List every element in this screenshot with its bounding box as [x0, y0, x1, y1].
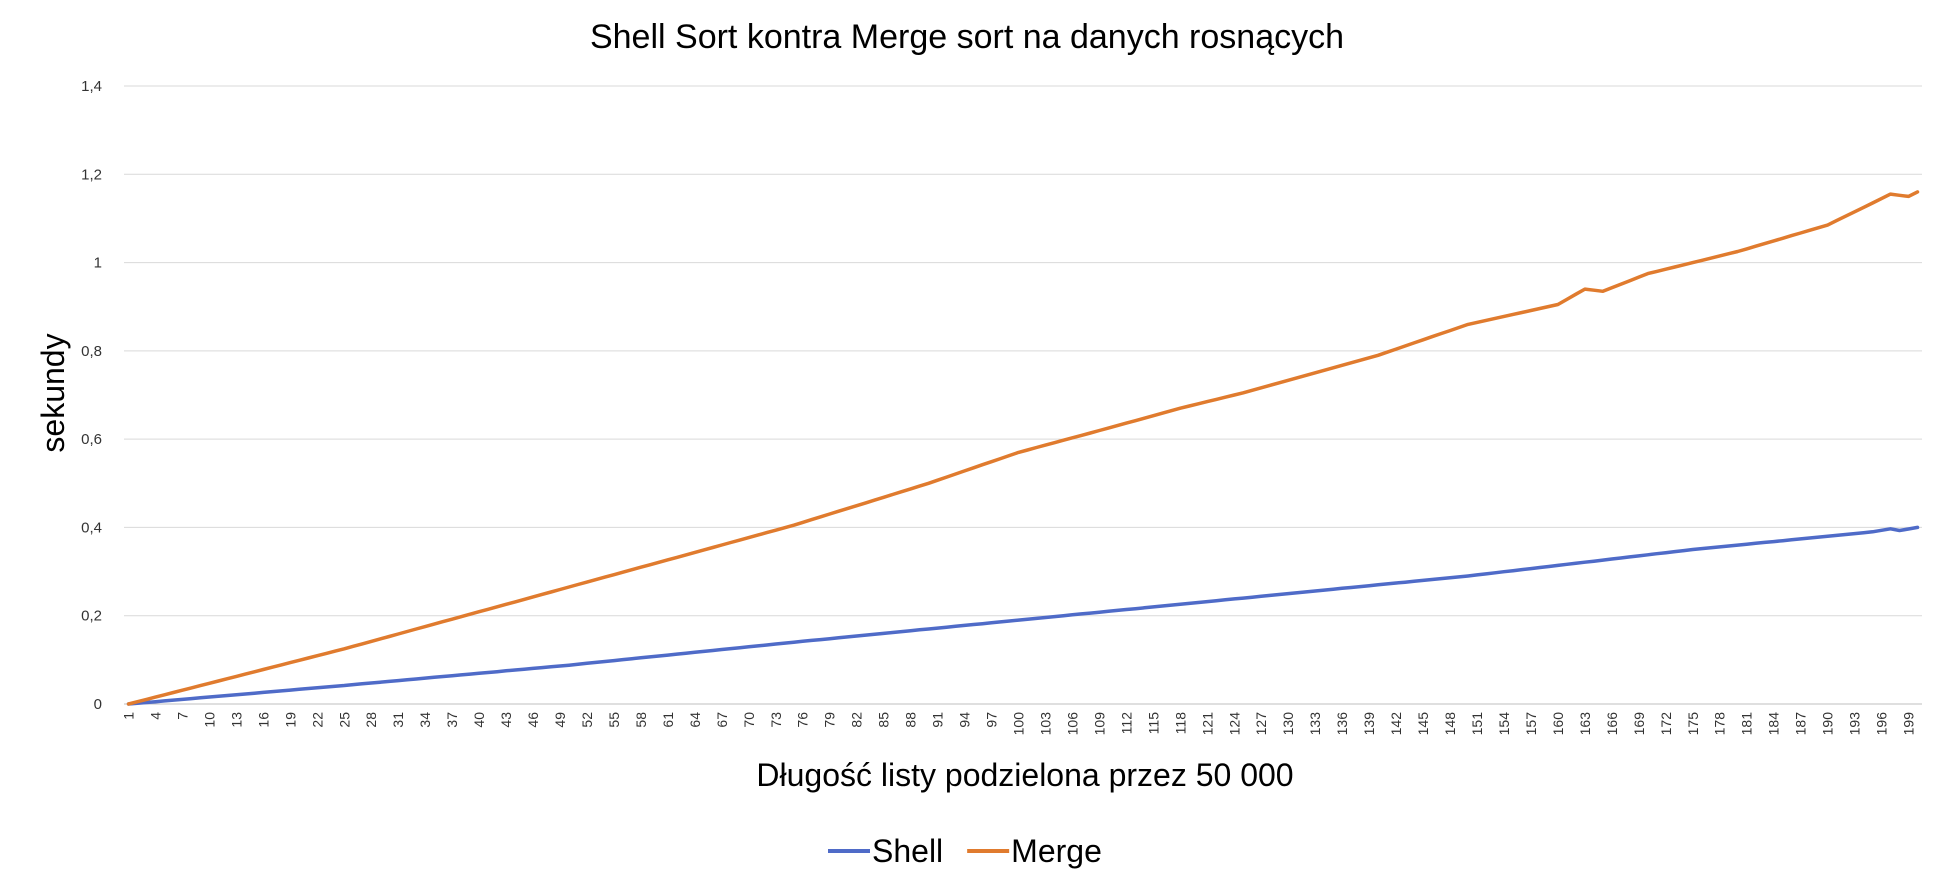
x-tick-label: 58	[633, 712, 649, 728]
x-tick-label: 4	[147, 712, 163, 720]
legend-label-shell: Shell	[872, 833, 943, 869]
x-tick-label: 157	[1523, 712, 1539, 736]
x-tick-label: 70	[741, 712, 757, 728]
x-tick-label: 28	[363, 712, 379, 728]
x-tick-label: 94	[957, 712, 973, 728]
x-tick-label: 169	[1631, 712, 1647, 736]
y-axis-ticks: 0 0,2 0,4 0,6 0,8 1 1,2 1,4	[81, 78, 102, 713]
x-tick-label: 175	[1685, 712, 1701, 736]
x-tick-label: 88	[903, 712, 919, 728]
x-tick-label: 37	[444, 712, 460, 728]
y-tick-label: 0,8	[81, 343, 102, 360]
x-tick-label: 148	[1442, 712, 1458, 736]
x-tick-label: 40	[471, 712, 487, 728]
x-tick-label: 139	[1361, 712, 1377, 736]
x-tick-label: 55	[606, 712, 622, 728]
x-tick-label: 46	[525, 712, 541, 728]
x-axis-ticks: 1 4 7 10 13 16 19 22 25 28 31 34 37 40 43 46 49 52 55 58 61 6…	[120, 712, 1916, 736]
x-tick-label: 85	[876, 712, 892, 728]
y-tick-label: 0,2	[81, 608, 102, 625]
x-tick-label: 145	[1415, 712, 1431, 736]
x-tick-label: 25	[336, 712, 352, 728]
legend: Shell Merge	[828, 833, 1102, 869]
x-tick-label: 187	[1793, 712, 1809, 736]
x-tick-label: 34	[417, 712, 433, 728]
x-tick-label: 103	[1037, 712, 1053, 736]
x-tick-label: 106	[1064, 712, 1080, 736]
y-tick-label: 0,4	[81, 519, 102, 536]
y-tick-label: 1,2	[81, 166, 102, 183]
x-tick-label: 43	[498, 712, 514, 728]
x-tick-label: 184	[1766, 712, 1782, 736]
series-line-shell	[126, 525, 1920, 706]
series-lines	[126, 190, 1920, 706]
x-tick-label: 172	[1658, 712, 1674, 736]
x-tick-label: 136	[1334, 712, 1350, 736]
x-tick-label: 67	[714, 712, 730, 728]
x-tick-label: 10	[201, 712, 217, 728]
gridlines	[124, 85, 1922, 705]
x-tick-label: 52	[579, 712, 595, 728]
x-tick-label: 154	[1496, 712, 1512, 736]
x-tick-label: 166	[1604, 712, 1620, 736]
x-tick-label: 124	[1226, 712, 1242, 736]
x-tick-label: 151	[1469, 712, 1485, 736]
x-tick-label: 1	[120, 712, 136, 720]
x-tick-label: 190	[1820, 712, 1836, 736]
x-tick-label: 97	[984, 712, 1000, 728]
legend-label-merge: Merge	[1011, 833, 1102, 869]
x-tick-label: 142	[1388, 712, 1404, 736]
x-tick-label: 118	[1172, 712, 1188, 735]
x-tick-label: 91	[930, 712, 946, 728]
x-tick-label: 13	[228, 712, 244, 728]
y-tick-label: 1,4	[81, 78, 102, 95]
x-tick-label: 61	[660, 712, 676, 728]
y-tick-label: 0,6	[81, 431, 102, 448]
x-tick-label: 160	[1550, 712, 1566, 736]
x-tick-label: 64	[687, 712, 703, 728]
y-tick-label: 0	[94, 696, 102, 713]
x-tick-label: 31	[390, 712, 406, 728]
x-tick-label: 133	[1307, 712, 1323, 736]
y-axis-title: sekundy	[35, 333, 71, 452]
x-tick-label: 22	[309, 712, 325, 728]
x-tick-label: 193	[1847, 712, 1863, 736]
x-tick-label: 178	[1712, 712, 1728, 736]
x-tick-label: 79	[822, 712, 838, 728]
x-tick-label: 16	[255, 712, 271, 728]
x-axis-title: Długość listy podzielona przez 50 000	[756, 757, 1293, 793]
x-tick-label: 121	[1199, 712, 1215, 736]
x-tick-label: 7	[174, 712, 190, 720]
x-tick-label: 127	[1253, 712, 1269, 736]
x-tick-label: 163	[1577, 712, 1593, 736]
x-tick-label: 76	[795, 712, 811, 728]
x-tick-label: 115	[1145, 712, 1161, 735]
series-line-merge	[126, 190, 1920, 706]
x-tick-label: 181	[1739, 712, 1755, 736]
x-tick-label: 196	[1874, 712, 1890, 736]
x-tick-label: 130	[1280, 712, 1296, 736]
x-tick-label: 19	[282, 712, 298, 728]
x-tick-label: 100	[1011, 712, 1027, 736]
x-tick-label: 73	[768, 712, 784, 728]
y-tick-label: 1	[94, 255, 102, 272]
chart-title: Shell Sort kontra Merge sort na danych r…	[590, 18, 1344, 56]
x-tick-label: 49	[552, 712, 568, 728]
x-tick-label: 109	[1091, 712, 1107, 736]
x-tick-label: 112	[1118, 712, 1134, 735]
x-tick-label: 199	[1901, 712, 1917, 736]
x-tick-label: 82	[849, 712, 865, 728]
